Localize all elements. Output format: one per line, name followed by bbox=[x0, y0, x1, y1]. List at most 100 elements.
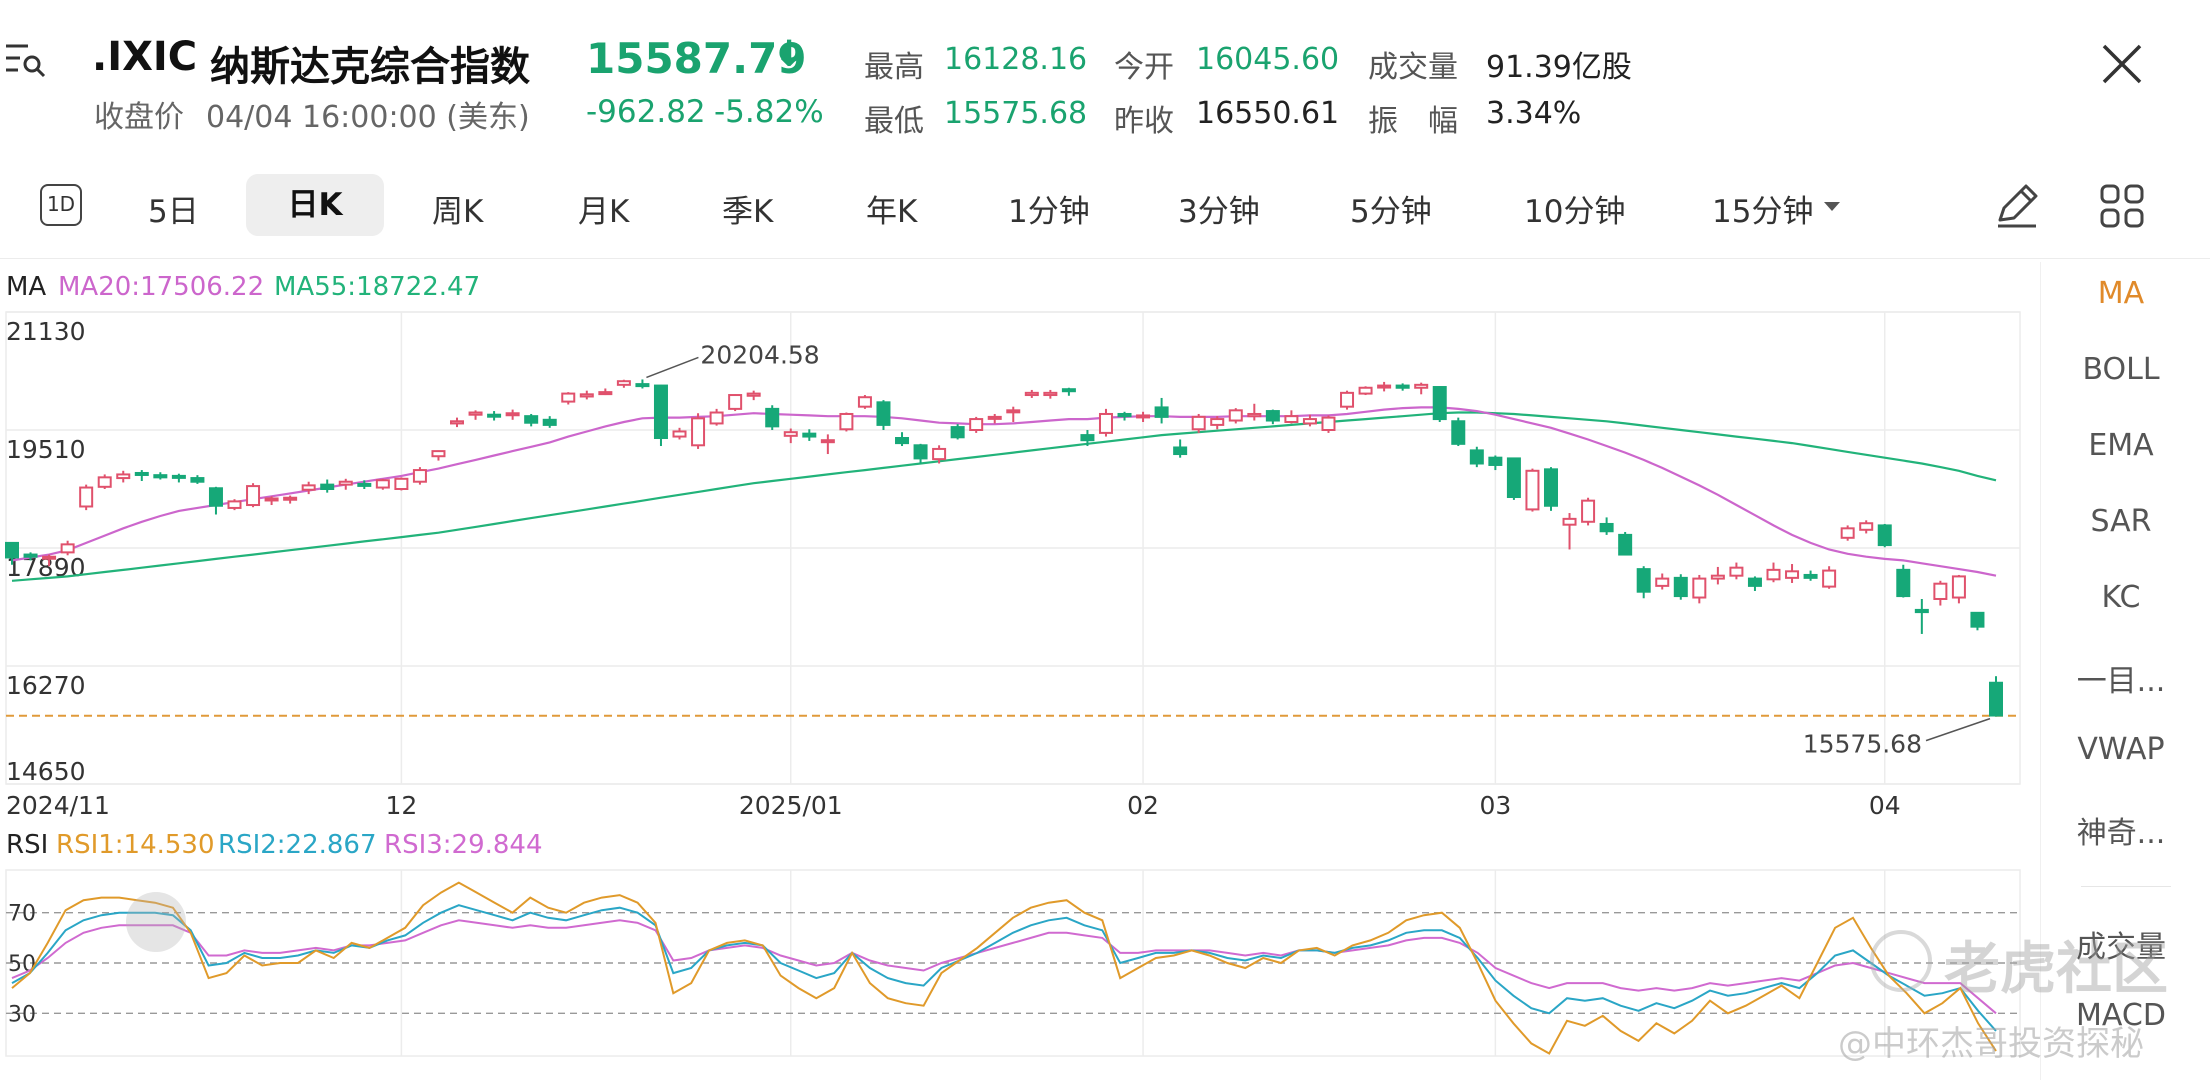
candle-body bbox=[1581, 499, 1596, 523]
candle-body bbox=[857, 396, 872, 408]
candle-body bbox=[802, 432, 817, 438]
dropdown-caret-icon[interactable] bbox=[1824, 202, 1840, 211]
candle-body bbox=[1358, 386, 1373, 395]
volume-value: 91.39亿股 bbox=[1486, 50, 1632, 85]
candle-body bbox=[709, 411, 724, 425]
candle-body bbox=[1822, 569, 1837, 588]
indicator-ma[interactable]: MA bbox=[2097, 276, 2145, 311]
menu-search-icon[interactable] bbox=[2, 38, 48, 84]
candle-body bbox=[653, 384, 668, 440]
prev-close-value: 16550.61 bbox=[1196, 96, 1340, 131]
indicator-boll[interactable]: BOLL bbox=[2082, 352, 2160, 387]
rsi-legend-label: RSI bbox=[6, 830, 49, 860]
candle-body bbox=[1933, 582, 1948, 600]
tab-3min[interactable]: 3分钟 bbox=[1178, 194, 1260, 230]
tab-10min[interactable]: 10分钟 bbox=[1524, 194, 1626, 230]
candle-body bbox=[1747, 577, 1762, 587]
volume-label: 成交量 bbox=[1368, 50, 1458, 85]
candle-body bbox=[1284, 415, 1299, 423]
tab-weekly-k[interactable]: 周K bbox=[432, 194, 484, 230]
ma55-line bbox=[11, 411, 1997, 582]
index-name: 纳斯达克综合指数 bbox=[210, 44, 530, 90]
indicator-macd[interactable]: MACD bbox=[2076, 998, 2166, 1033]
candle-body bbox=[301, 484, 316, 491]
candle-body bbox=[1210, 418, 1225, 426]
open-label: 今开 bbox=[1114, 50, 1174, 85]
tab-15min[interactable]: 15分钟 bbox=[1712, 194, 1814, 230]
candle-body bbox=[1729, 566, 1744, 577]
amplitude-label: 振 幅 bbox=[1368, 104, 1458, 139]
candle-body bbox=[5, 541, 19, 559]
candle-body bbox=[246, 485, 261, 507]
candle-body bbox=[728, 394, 743, 410]
low-value: 15575.68 bbox=[944, 96, 1088, 131]
candle-body bbox=[1302, 418, 1317, 425]
candle-body bbox=[1766, 568, 1781, 581]
candle-body bbox=[1951, 575, 1966, 599]
candle-body bbox=[320, 483, 335, 491]
close-icon[interactable] bbox=[2098, 40, 2146, 88]
rsi1-line bbox=[11, 881, 1997, 1055]
indicator-ichimoku[interactable]: 一目... bbox=[2076, 664, 2166, 699]
indicator-magic[interactable]: 神奇... bbox=[2076, 816, 2166, 851]
high-value: 16128.16 bbox=[944, 42, 1088, 77]
tab-monthly-k[interactable]: 月K bbox=[578, 194, 630, 230]
tab-yearly-k[interactable]: 年K bbox=[866, 194, 918, 230]
candle-body bbox=[1543, 468, 1558, 507]
close-label: 收盘价 bbox=[94, 100, 184, 135]
candle-body bbox=[746, 392, 761, 397]
candle-body bbox=[1098, 412, 1113, 434]
candle-body bbox=[1340, 391, 1355, 408]
oneday-button[interactable]: 1D bbox=[40, 184, 82, 226]
candle-body bbox=[1506, 457, 1521, 499]
candle-body bbox=[1451, 420, 1466, 445]
y-tick-label: 16270 bbox=[6, 671, 86, 700]
candle-body bbox=[1618, 533, 1633, 556]
candle-body bbox=[1896, 568, 1911, 598]
candle-body bbox=[1673, 576, 1688, 598]
candle-body bbox=[1154, 406, 1169, 418]
candle-body bbox=[1989, 681, 2003, 717]
candle-body bbox=[468, 411, 483, 416]
indicator-sar[interactable]: SAR bbox=[2090, 504, 2152, 539]
candle-body bbox=[487, 413, 502, 418]
candle-body bbox=[1395, 384, 1410, 389]
pen-icon[interactable] bbox=[1992, 180, 2042, 230]
x-tick-label: 04 bbox=[1869, 791, 1901, 820]
tab-5min[interactable]: 5分钟 bbox=[1350, 194, 1432, 230]
rsi1-legend: RSI1:14.530 bbox=[56, 830, 215, 860]
tab-daily-k[interactable]: 日K bbox=[246, 174, 384, 236]
rsi-tick-label: 70 bbox=[8, 902, 36, 927]
candle-body bbox=[672, 430, 687, 438]
candle-body bbox=[1377, 384, 1392, 389]
candle-body bbox=[375, 479, 390, 489]
indicator-vwap[interactable]: VWAP bbox=[2077, 732, 2165, 767]
candle-body bbox=[1488, 456, 1503, 466]
candle-body bbox=[1247, 412, 1262, 418]
candle-body bbox=[1692, 577, 1707, 599]
indicator-volume[interactable]: 成交量 bbox=[2076, 930, 2166, 965]
candle-body bbox=[1525, 469, 1540, 511]
candle-body bbox=[691, 417, 706, 447]
candle-body bbox=[1043, 391, 1058, 397]
rsi-tick-label: 30 bbox=[8, 1002, 36, 1027]
x-tick-label: 2024/11 bbox=[6, 791, 110, 820]
low-annotation-label: 15575.68 bbox=[1803, 730, 1922, 759]
candle-body bbox=[1562, 517, 1577, 526]
tab-5day[interactable]: 5日 bbox=[148, 194, 199, 230]
candle-body bbox=[412, 469, 427, 483]
candle-body bbox=[987, 415, 1002, 420]
candle-body bbox=[969, 418, 984, 431]
candle-body bbox=[1173, 446, 1188, 456]
indicator-ema[interactable]: EMA bbox=[2088, 428, 2154, 463]
tab-quarterly-k[interactable]: 季K bbox=[722, 194, 774, 230]
price-change: -962.82 bbox=[586, 94, 706, 130]
watermark-brand: 老虎社区 bbox=[1944, 937, 2168, 1002]
candle-body bbox=[820, 439, 835, 444]
grid-icon[interactable] bbox=[2098, 182, 2146, 230]
candle-body bbox=[950, 426, 965, 439]
tab-1min[interactable]: 1分钟 bbox=[1008, 194, 1090, 230]
crosshair-handle-icon bbox=[126, 892, 186, 952]
indicator-kc[interactable]: KC bbox=[2101, 580, 2141, 615]
